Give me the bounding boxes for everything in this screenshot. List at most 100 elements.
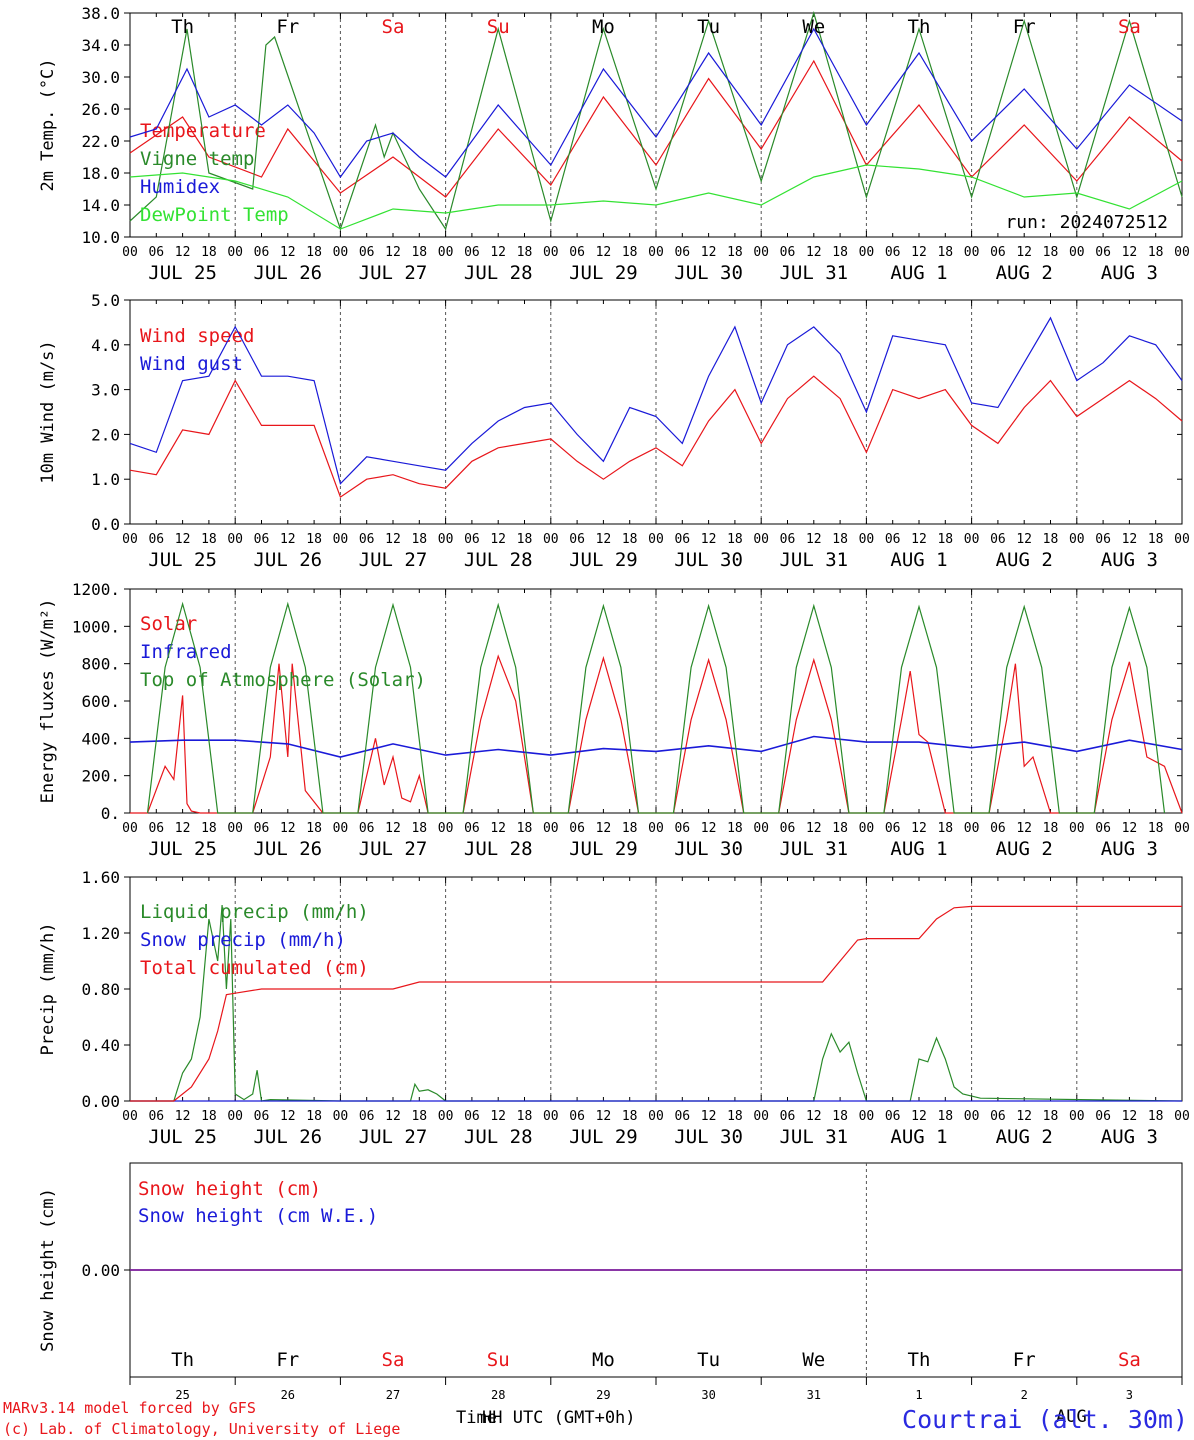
hour-label: 18 [201,245,217,260]
weekday-label: Sa [1118,16,1141,38]
hour-label: 18 [937,1109,953,1124]
weekday-label: Th [908,1349,931,1371]
date-label: JUL 29 [569,1126,638,1148]
hour-label: 18 [201,532,217,547]
day-number-label: 29 [596,1388,610,1402]
hour-label: 12 [385,821,401,836]
day-number-label: 26 [281,1388,295,1402]
day-number-label: 3 [1126,1388,1133,1402]
date-label: JUL 26 [253,549,322,571]
y-tick-label: 0.00 [81,1261,120,1280]
date-label: AUG 1 [890,262,947,284]
hour-label: 18 [411,532,427,547]
hour-label: 18 [201,1109,217,1124]
date-label: JUL 25 [148,549,217,571]
y-tick-label: 26.0 [81,100,120,119]
hour-label: 00 [122,245,138,260]
date-label: JUL 25 [148,1126,217,1148]
hour-label: 00 [753,532,769,547]
hour-label: 12 [175,532,191,547]
hour-label: 06 [674,821,690,836]
y-tick-label: 10.0 [81,228,120,247]
hour-label: 18 [1148,1109,1164,1124]
hour-label: 00 [333,245,349,260]
hour-label: 12 [911,532,927,547]
hour-label: 06 [885,821,901,836]
hour-label: 00 [1069,1109,1085,1124]
hour-label: 00 [648,532,664,547]
legend-entry: Wind speed [140,325,254,347]
date-label: JUL 26 [253,838,322,860]
hour-label: 18 [1148,532,1164,547]
hour-label: 00 [438,245,454,260]
hour-label: 18 [727,821,743,836]
weekday-label: Fr [1013,16,1036,38]
y-tick-label: 0. [101,804,120,823]
hour-label: 06 [1095,821,1111,836]
legend-entry: Solar [140,613,197,635]
hour-label: 12 [911,245,927,260]
series-line [146,601,1166,814]
hour-label: 00 [859,821,875,836]
hour-label: 06 [148,1109,164,1124]
y-axis-label: Precip (mm/h) [38,922,58,1055]
hour-label: 18 [727,1109,743,1124]
date-label: JUL 28 [464,262,533,284]
hour-label: 06 [780,1109,796,1124]
hour-label: 00 [648,245,664,260]
hour-label: 12 [175,245,191,260]
hour-label: 00 [122,1109,138,1124]
legend-entry: Top of Atmosphere (Solar) [140,669,426,691]
y-tick-label: 5.0 [91,291,120,310]
y-tick-label: 22.0 [81,132,120,151]
hour-label: 18 [832,245,848,260]
weekday-label: Th [908,16,931,38]
legend-entry: Snow precip (mm/h) [140,929,346,951]
hour-label: 00 [543,1109,559,1124]
hour-label: 06 [674,532,690,547]
hour-label: 18 [306,532,322,547]
series-line [129,375,1183,499]
hour-label: 18 [1043,532,1059,547]
hour-label: 12 [1122,245,1138,260]
hour-label: 18 [1148,821,1164,836]
hour-label: 00 [543,532,559,547]
hour-label: 12 [490,245,506,260]
hour-label: 00 [227,1109,243,1124]
y-tick-label: 34.0 [81,36,120,55]
hour-label: 06 [148,532,164,547]
y-tick-label: 4.0 [91,336,120,355]
date-label: JUL 31 [779,1126,848,1148]
date-label: JUL 25 [148,838,217,860]
weekday-label: Fr [276,1349,299,1371]
date-label: JUL 30 [674,549,743,571]
hour-label: 18 [411,245,427,260]
hour-label: 06 [148,821,164,836]
hour-label: 18 [1043,1109,1059,1124]
date-label: JUL 28 [464,549,533,571]
hour-label: 00 [648,1109,664,1124]
y-tick-label: 0.00 [81,1092,120,1111]
hour-label: 18 [517,245,533,260]
legend-entry: Liquid precip (mm/h) [140,901,369,923]
hour-label: 18 [727,532,743,547]
y-tick-label: 0.40 [81,1036,120,1055]
hour-label: 12 [806,532,822,547]
legend-entry: Vigne temp [140,148,254,170]
y-axis-label: Energy fluxes (W/m²) [38,599,58,804]
hour-label: 12 [175,821,191,836]
hour-label: 12 [490,821,506,836]
hour-label: 12 [1016,245,1032,260]
hour-label: 00 [859,532,875,547]
hour-label: 06 [674,1109,690,1124]
date-label: JUL 26 [253,262,322,284]
weekday-label: Mo [592,16,615,38]
date-label: AUG 1 [890,1126,947,1148]
hour-label: 06 [990,245,1006,260]
hour-label: 00 [1174,1109,1190,1124]
hour-label: 00 [859,1109,875,1124]
day-number-label: 2 [1021,1388,1028,1402]
hour-label: 18 [622,532,638,547]
hour-label: 06 [1095,245,1111,260]
